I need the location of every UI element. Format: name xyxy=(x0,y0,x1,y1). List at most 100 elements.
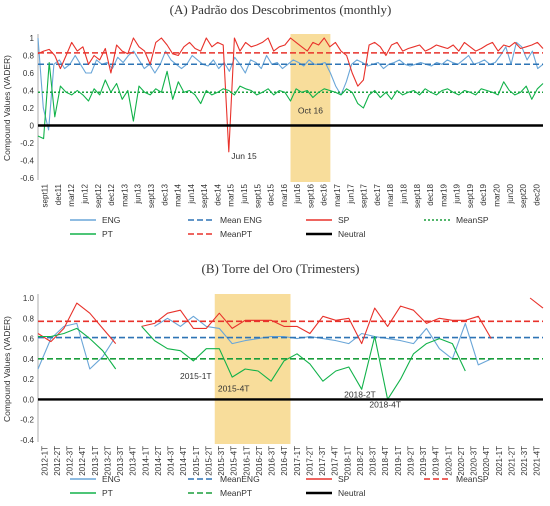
y-axis-label: Compound Values (VADER) xyxy=(2,316,12,422)
legend-label: ENG xyxy=(102,474,120,484)
x-tick-label: sept19 xyxy=(466,183,475,208)
x-tick-label: jun14 xyxy=(187,183,196,204)
y-tick-label: 0.6 xyxy=(23,69,35,78)
x-tick-label: sept16 xyxy=(306,183,315,208)
x-tick-label: sept14 xyxy=(200,183,209,208)
legend-label: Neutral xyxy=(338,488,366,498)
annotation-label: 2015-1T xyxy=(180,371,212,381)
chart-panel-a: (A) Padrão dos Descobrimentos (monthly) -… xyxy=(2,2,544,239)
x-tick-label: 2018-3T xyxy=(369,446,378,476)
y-tick-label: 0.8 xyxy=(23,314,35,323)
series-pt-path-0 xyxy=(38,327,117,370)
x-tick-label: 2018-2T xyxy=(356,446,365,476)
x-tick-label: jun20 xyxy=(506,183,515,204)
x-tick-label: 2017-2T xyxy=(305,446,314,476)
x-tick-label: 2014-1T xyxy=(141,446,150,476)
y-tick-label: 0.4 xyxy=(23,355,35,364)
x-tick-label: mar12 xyxy=(67,183,76,206)
legend-label: MeanSP xyxy=(456,474,489,484)
x-tick-label: sept11 xyxy=(41,183,50,207)
x-tick-label: mar15 xyxy=(227,183,236,206)
x-tick-label: mar19 xyxy=(439,183,448,206)
x-tick-label: jun13 xyxy=(134,183,143,204)
x-tick-label: 2017-4T xyxy=(331,446,340,476)
series-sp-path-0 xyxy=(37,302,117,344)
x-tick-label: 2014-3T xyxy=(167,446,176,476)
x-tick-label: dec16 xyxy=(320,183,329,205)
y-tick-label: 0.6 xyxy=(23,335,35,344)
x-tick-label: sept20 xyxy=(519,183,528,208)
series-eng-path-0 xyxy=(37,322,117,370)
x-tick-label: 2018-1T xyxy=(343,446,352,476)
x-tick-label: 2015-4T xyxy=(230,446,239,476)
y-tick-label: -0.2 xyxy=(20,139,34,148)
x-tick-label: 2014-4T xyxy=(179,446,188,476)
x-tick-label: 2021-3T xyxy=(520,446,529,476)
x-tick-label: 2020-2T xyxy=(457,446,466,476)
y-tick-label: 0.2 xyxy=(23,375,35,384)
series-sp-path-2 xyxy=(529,297,544,309)
y-tick-label: 1 xyxy=(30,34,35,43)
x-tick-label: 2019-3T xyxy=(419,446,428,476)
x-tick-label: dec11 xyxy=(54,183,63,205)
x-tick-label: 2014-2T xyxy=(154,446,163,476)
annotation-label: 2018-4T xyxy=(369,400,401,410)
x-tick-label: 2020-4T xyxy=(482,446,491,476)
x-tick-label: 2017-3T xyxy=(318,446,327,476)
x-tick-label: jun12 xyxy=(81,183,90,204)
x-tick-label: jun15 xyxy=(240,183,249,204)
legend-label: ENG xyxy=(102,215,120,225)
y-tick-label: 0.8 xyxy=(23,52,35,61)
x-tick-label: 2012-1T xyxy=(40,446,49,476)
x-tick-label: 2017-1T xyxy=(293,446,302,476)
y-tick-label: -0.4 xyxy=(20,436,34,445)
y-tick-label: 1.0 xyxy=(23,294,35,303)
x-tick-label: 2012-3T xyxy=(66,446,75,476)
x-tick-label: 2012-4T xyxy=(78,446,87,476)
annotation-label: 2018-2T xyxy=(344,389,376,399)
x-tick-label: dec17 xyxy=(373,183,382,205)
y-tick-label: 0.4 xyxy=(23,87,35,96)
legend-label: Neutral xyxy=(338,229,366,239)
x-tick-label: sept13 xyxy=(147,183,156,208)
highlight-band xyxy=(290,34,331,182)
x-tick-label: mar14 xyxy=(174,183,183,206)
legend-label: MeanPT xyxy=(220,488,252,498)
x-tick-label: 2016-3T xyxy=(268,446,277,476)
x-tick-label: mar20 xyxy=(492,183,501,206)
y-axis-label: Compound Values (VADER) xyxy=(2,55,12,161)
legend-label: MeanPT xyxy=(220,229,252,239)
x-tick-label: 2015-3T xyxy=(217,446,226,476)
x-tick-label: mar18 xyxy=(386,183,395,206)
x-tick-label: mar13 xyxy=(120,183,129,206)
x-tick-label: 2016-2T xyxy=(255,446,264,476)
x-tick-label: 2016-4T xyxy=(280,446,289,476)
x-tick-label: 2013-2T xyxy=(103,446,112,476)
series-eng-path-1 xyxy=(154,315,492,366)
legend-label: SP xyxy=(338,215,350,225)
x-tick-label: mar17 xyxy=(333,183,342,206)
x-tick-label: dec19 xyxy=(479,183,488,205)
series-sp-path-0 xyxy=(37,37,544,153)
x-tick-label: 2021-1T xyxy=(495,446,504,476)
x-tick-label: 2016-1T xyxy=(242,446,251,476)
chart-panel-b: (B) Torre del Oro (Trimesters) -0.4 -0.2 0.… xyxy=(2,261,544,498)
highlight-band xyxy=(214,294,291,444)
y-tick-label: -0.6 xyxy=(20,174,34,183)
x-tick-label: sept17 xyxy=(360,183,369,208)
x-tick-label: jun17 xyxy=(346,183,355,204)
y-tick-label: 0.2 xyxy=(23,104,35,113)
x-tick-label: 2019-1T xyxy=(394,446,403,476)
legend-label: MeanENG xyxy=(220,474,260,484)
legend-label: MeanSP xyxy=(456,215,489,225)
x-tick-label: 2018-4T xyxy=(381,446,390,476)
x-tick-label: 2019-2T xyxy=(406,446,415,476)
y-tick-label: -0.2 xyxy=(20,416,34,425)
y-tick-label: 0 xyxy=(30,122,35,131)
y-tick-label: 0.0 xyxy=(23,395,35,404)
legend-label: PT xyxy=(102,488,113,498)
x-tick-label: sept18 xyxy=(413,183,422,208)
x-tick-label: sept12 xyxy=(94,183,103,208)
x-tick-label: 2019-4T xyxy=(432,446,441,476)
